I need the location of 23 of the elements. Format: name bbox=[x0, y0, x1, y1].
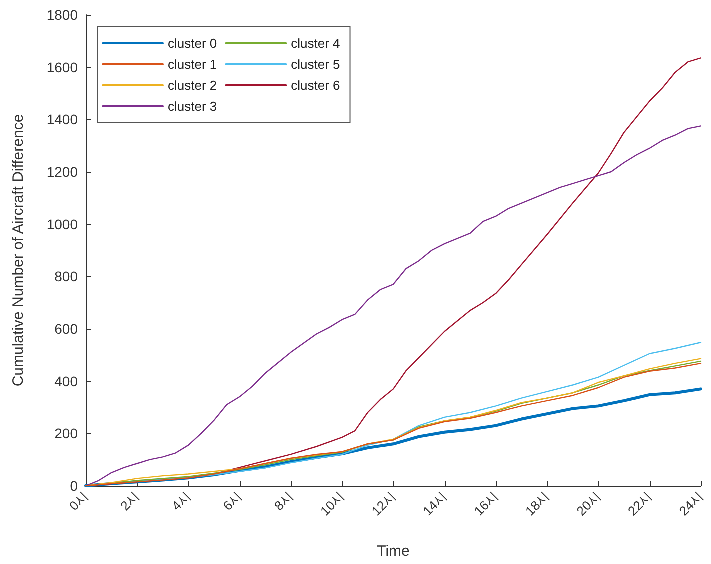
legend-label: cluster 3 bbox=[168, 99, 218, 114]
y-tick-label: 400 bbox=[54, 373, 78, 390]
y-tick-label: 1200 bbox=[46, 164, 78, 180]
y-tick-label: 1800 bbox=[46, 7, 78, 23]
y-tick-label: 0 bbox=[70, 478, 78, 494]
x-tick-label: 8시 bbox=[271, 488, 296, 514]
x-tick-label: 4시 bbox=[168, 488, 194, 514]
legend-label: cluster 4 bbox=[291, 36, 340, 51]
y-tick-label: 1400 bbox=[46, 112, 78, 128]
y-tick-label: 600 bbox=[54, 321, 78, 337]
legend-label: cluster 0 bbox=[168, 36, 218, 51]
legend-label: cluster 1 bbox=[168, 57, 218, 72]
x-tick-label: 6시 bbox=[220, 488, 246, 514]
y-tick-label: 200 bbox=[54, 426, 78, 442]
legend-label: cluster 2 bbox=[168, 78, 218, 93]
x-tick-label: 2시 bbox=[118, 488, 143, 514]
legend-label: cluster 6 bbox=[291, 78, 340, 93]
legend-label: cluster 5 bbox=[291, 57, 340, 72]
y-tick-label: 800 bbox=[54, 268, 78, 285]
x-axis-title: Time bbox=[377, 543, 410, 560]
y-axis-title: Cumulative Number of Aircraft Difference bbox=[10, 114, 27, 387]
y-tick-label: 1600 bbox=[46, 59, 78, 76]
y-tick-label: 1000 bbox=[46, 216, 78, 232]
